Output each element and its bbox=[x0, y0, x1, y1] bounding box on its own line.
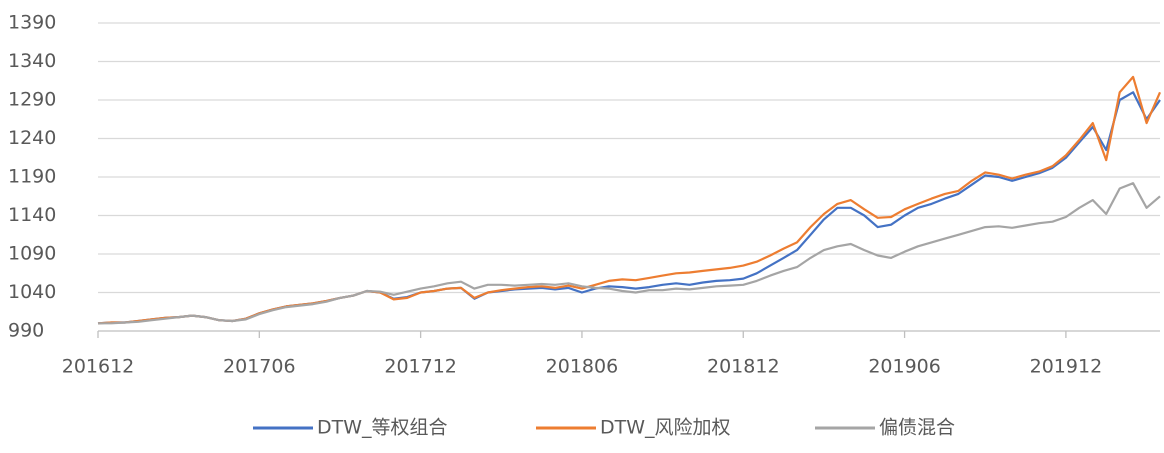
legend-label: 偏债混合 bbox=[879, 417, 955, 439]
series-line bbox=[97, 75, 1162, 325]
y-tick-label: 1040 bbox=[8, 281, 56, 303]
y-tick-label: 1340 bbox=[8, 50, 56, 72]
y-tick-label: 1240 bbox=[8, 127, 56, 149]
x-tick-label: 201912 bbox=[1030, 356, 1103, 378]
x-tick-label: 201612 bbox=[62, 356, 135, 378]
y-tick-label: 1190 bbox=[8, 166, 56, 188]
x-tick-label: 201706 bbox=[223, 356, 296, 378]
series-line bbox=[97, 91, 1161, 325]
legend-label: DTW_等权组合 bbox=[317, 417, 448, 439]
x-tick-label: 201812 bbox=[707, 356, 780, 378]
y-tick-label: 1390 bbox=[8, 12, 56, 34]
y-tick-label: 1090 bbox=[8, 243, 56, 265]
y-tick-label: 1290 bbox=[8, 89, 56, 111]
x-tick-label: 201712 bbox=[384, 356, 457, 378]
x-tick-label: 201906 bbox=[868, 356, 941, 378]
y-tick-label: 1140 bbox=[8, 204, 56, 226]
legend-label: DTW_风险加权 bbox=[600, 417, 731, 439]
y-tick-label: 990 bbox=[8, 320, 44, 342]
x-tick-label: 201806 bbox=[546, 356, 619, 378]
series-line bbox=[98, 182, 1161, 325]
